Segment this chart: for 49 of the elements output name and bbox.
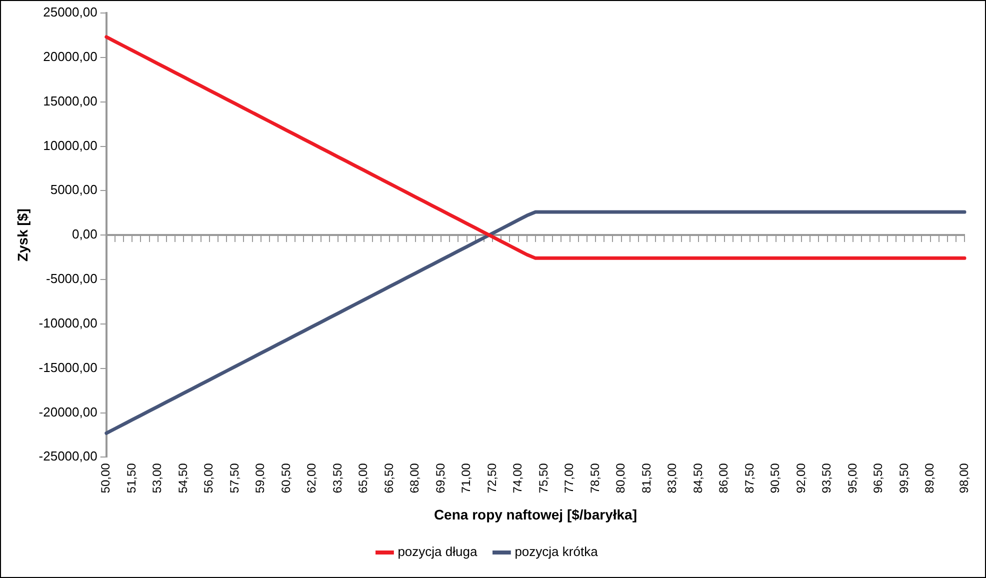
y-tick-label: 20000,00 xyxy=(43,48,98,64)
y-tick-label: -20000,00 xyxy=(38,404,98,420)
x-tick-label: 77,00 xyxy=(562,462,576,494)
x-tick-label: 50,00 xyxy=(98,462,113,494)
y-tick-label: -25000,00 xyxy=(38,448,98,464)
x-tick-label: 72,50 xyxy=(484,462,499,494)
y-tick-label: -15000,00 xyxy=(38,360,98,375)
x-tick-label: 66,50 xyxy=(382,462,396,494)
x-tick-label: 57,50 xyxy=(227,462,242,494)
x-axis-title: Cena ropy naftowej [$/baryłka] xyxy=(434,506,638,522)
x-tick-label: 80,00 xyxy=(614,462,628,494)
x-tick-label: 89,00 xyxy=(922,462,937,494)
x-tick-label: 86,00 xyxy=(716,462,731,494)
y-tick-label: 10000,00 xyxy=(43,138,98,153)
x-tick-label: 68,00 xyxy=(408,462,422,494)
x-tick-label: 95,00 xyxy=(845,462,860,494)
x-tick-label: 74,00 xyxy=(510,462,525,494)
x-tick-label: 63,50 xyxy=(330,462,344,494)
x-tick-label: 69,50 xyxy=(433,462,448,494)
x-tick-label: 51,50 xyxy=(124,462,138,494)
y-axis-title: Zysk [$] xyxy=(14,208,30,262)
x-tick-label: 59,00 xyxy=(253,462,268,494)
x-tick-label: 98,00 xyxy=(956,462,971,494)
x-tick-label: 84,50 xyxy=(690,462,705,494)
x-tick-label: 87,50 xyxy=(742,462,756,494)
y-tick-label: 25000,00 xyxy=(43,4,98,20)
x-tick-label: 53,00 xyxy=(150,462,164,494)
x-tick-label: 62,00 xyxy=(304,462,319,494)
x-tick-label: 65,00 xyxy=(356,462,370,494)
x-tick-label: 71,00 xyxy=(459,462,474,494)
x-tick-label: 56,00 xyxy=(202,462,216,494)
y-tick-label: 15000,00 xyxy=(43,93,98,108)
x-tick-label: 83,00 xyxy=(665,462,680,494)
x-tick-label: 81,50 xyxy=(639,462,654,494)
y-tick-label: -10000,00 xyxy=(38,316,98,330)
x-tick-label: 54,50 xyxy=(176,462,190,494)
x-tick-label: 93,50 xyxy=(820,462,834,494)
x-tick-label: 75,50 xyxy=(536,462,550,494)
x-tick-label: 60,50 xyxy=(278,462,293,494)
x-tick-label: 78,50 xyxy=(588,462,602,494)
legend-label: pozycja krótka xyxy=(514,544,599,560)
y-tick-label: 5000,00 xyxy=(50,182,98,198)
legend-label: pozycja długa xyxy=(398,544,478,560)
y-tick-label: -5000,00 xyxy=(46,271,98,286)
x-tick-label: 96,50 xyxy=(871,462,886,494)
y-tick-label: 0,00 xyxy=(72,226,98,242)
x-tick-label: 99,50 xyxy=(896,462,911,494)
x-tick-label: 92,00 xyxy=(794,462,808,494)
x-tick-label: 90,50 xyxy=(768,462,782,494)
